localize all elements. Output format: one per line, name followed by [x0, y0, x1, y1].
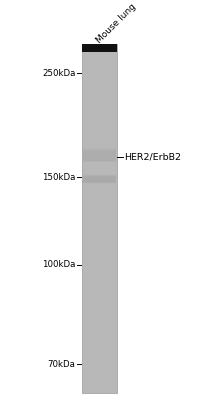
- Text: 250kDa: 250kDa: [42, 69, 75, 78]
- Bar: [82, 44, 117, 394]
- Text: HER2/ErbB2: HER2/ErbB2: [124, 153, 181, 162]
- Text: 70kDa: 70kDa: [47, 360, 75, 369]
- Text: Mouse lung: Mouse lung: [94, 2, 138, 45]
- Text: 100kDa: 100kDa: [42, 260, 75, 269]
- Text: 150kDa: 150kDa: [42, 173, 75, 182]
- Bar: [82, 44, 117, 52]
